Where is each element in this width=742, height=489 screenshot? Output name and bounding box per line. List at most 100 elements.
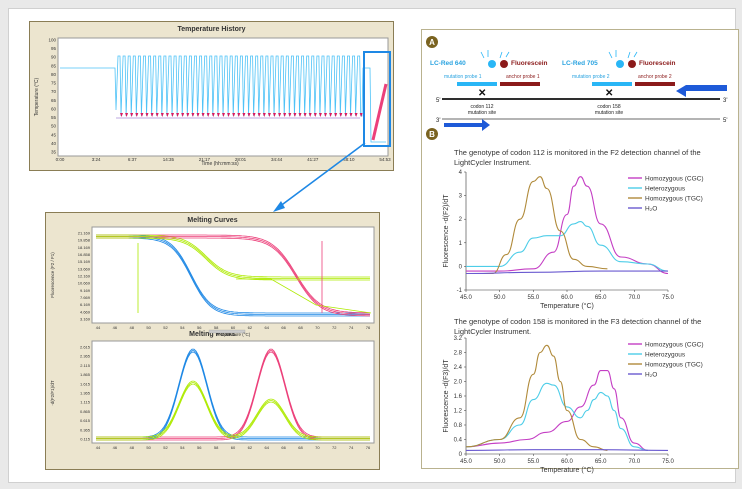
temp-xtick: 54:53 [379, 157, 391, 162]
temp-ytick: 35 [51, 150, 57, 155]
melt-xtick: 46 [113, 325, 118, 330]
label-b: B [429, 130, 435, 139]
melt-xtick: 48 [130, 445, 135, 450]
peaks-ytick: 1.865 [80, 372, 91, 377]
melt-xtick: 62 [248, 325, 253, 330]
temperature-history-plot: 100 95 90 85 80 75 70 65 60 55 50 45 40 35 0:00 3:24 6:… [34, 37, 391, 167]
svg-text:anchor probe 2: anchor probe 2 [638, 74, 672, 80]
ytick-label: 2.8 [454, 351, 463, 357]
genotyping-panel: A B 5' 3' 3' 5' LC-Red 640 Fluorescein m… [421, 29, 739, 474]
ytick-label: 2.0 [454, 380, 463, 386]
melting-plots: 21.169 19.858 18.169 16.858 15.169 13.669 12.1… [50, 226, 375, 450]
temp-ytick: 85 [51, 63, 57, 68]
melt-xtick: 54 [180, 445, 185, 450]
melt-xtick: 64 [265, 325, 270, 330]
xtick-label: 65.0 [595, 459, 607, 465]
xtick-label: 65.0 [595, 295, 607, 301]
highlight-box [363, 51, 391, 147]
melt-xtick: 46 [113, 445, 118, 450]
melt-xtick: 54 [180, 325, 185, 330]
curves-ytick: 15.169 [78, 259, 91, 264]
series-line [465, 344, 608, 451]
svg-text:LC-Red 705: LC-Red 705 [562, 60, 598, 67]
ytick-label: 2.4 [454, 365, 463, 371]
melt-xtick: 50 [146, 325, 151, 330]
graph1-caption: The genotype of codon 112 is monitored i… [454, 148, 701, 167]
svg-text:Fluorescein: Fluorescein [639, 60, 676, 67]
temp-xtick: 14:35 [163, 157, 175, 162]
y-axis-label: Fluorescence -d(F2)/dT [443, 194, 450, 268]
temp-xtick: 0:00 [56, 157, 65, 162]
melt-xtick: 66 [281, 445, 286, 450]
peaks-ytick: 2.365 [80, 354, 91, 359]
melt-xtick: 44 [96, 325, 101, 330]
legend-label: H₂O [645, 372, 657, 379]
xtick-label: 45.0 [460, 295, 472, 301]
melt-xtick: 68 [298, 325, 303, 330]
svg-text:3': 3' [723, 98, 727, 104]
xtick-label: 60.0 [561, 295, 573, 301]
melt-xtick: 72 [332, 325, 337, 330]
temp-xtick: 6:37 [128, 157, 137, 162]
peaks-ytick: 0.615 [80, 418, 91, 423]
legend-label: Heterozygous [645, 186, 686, 193]
curves-ytick: 10.669 [78, 281, 91, 286]
y-axis-label: Fluorescence -d(F3)/dT [443, 359, 450, 433]
peaks-title: Melting Peaks [189, 331, 236, 338]
ytick-label: 2 [459, 217, 463, 223]
svg-text:anchor probe 1: anchor probe 1 [506, 74, 540, 80]
melt-xtick: 62 [248, 445, 253, 450]
anchor-probe-2 [635, 82, 675, 86]
melt-xtick: 74 [349, 325, 354, 330]
figure-frame: Temperature History 100 95 90 85 80 75 70 65 60 5… [8, 8, 739, 483]
melt-xtick: 68 [298, 445, 303, 450]
peaks-ytick: 1.365 [80, 391, 91, 396]
peaks-ytick: 0.365 [80, 427, 91, 432]
curves-ytick: 18.169 [78, 245, 91, 250]
melt-xtick: 64 [265, 445, 270, 450]
ytick-label: 0 [459, 452, 463, 458]
x-axis-label: Temperature (°C) [540, 466, 594, 474]
legend-label: H₂O [645, 206, 657, 213]
xtick-label: 60.0 [561, 459, 573, 465]
legend-label: Homozygous (TGC) [645, 196, 703, 203]
melt-xtick: 58 [214, 445, 219, 450]
temp-ytick: 55 [51, 115, 57, 120]
series-line [465, 449, 669, 451]
curves-ytick: 4.669 [80, 309, 91, 314]
temp-xtick: 34:44 [271, 157, 283, 162]
ytick-label: 0.4 [454, 438, 463, 444]
svg-text:LC-Red 640: LC-Red 640 [430, 60, 466, 67]
melting-window: Melting Curves Melting Peaks 21.169 19.85… [45, 212, 380, 470]
temp-ytick: 70 [51, 89, 57, 94]
melt-xtick: 50 [146, 445, 151, 450]
temp-ytick: 100 [48, 38, 56, 43]
xtick-label: 50.0 [494, 295, 506, 301]
melt-xtick: 66 [281, 325, 286, 330]
legend-label: Homozygous (CGC) [645, 342, 704, 349]
graph2-caption: The genotype of codon 158 is monitored i… [454, 317, 702, 336]
melt-xtick: 56 [197, 325, 202, 330]
melt-xtick: 52 [163, 445, 168, 450]
melt-xtick: 74 [349, 445, 354, 450]
peaks-ytick: 0.865 [80, 409, 91, 414]
curves-xlabel: Temperature (°C) [216, 332, 251, 337]
reverse-primer [676, 85, 727, 97]
label-a: A [429, 38, 435, 47]
temp-ytick: 45 [51, 132, 57, 137]
svg-text:3': 3' [436, 118, 440, 124]
curves-title: Melting Curves [187, 217, 238, 224]
svg-text:✕: ✕ [605, 88, 613, 99]
melt-xtick: 56 [197, 445, 202, 450]
temperature-history-window: Temperature History 100 95 90 85 80 75 70 65 60 5… [29, 21, 394, 171]
curves-ytick: 3.169 [80, 317, 91, 322]
ytick-label: 1 [459, 241, 463, 247]
forward-primer [444, 119, 490, 131]
melt-xtick: 48 [130, 325, 135, 330]
x-axis-label: Temperature (°C) [540, 302, 594, 310]
ytick-label: 3.2 [454, 336, 463, 342]
temp-ytick: 80 [51, 72, 57, 77]
legend-label: Homozygous (CGC) [645, 176, 704, 183]
mutation-probe-2 [592, 82, 632, 86]
melt-xtick: 60 [231, 325, 236, 330]
